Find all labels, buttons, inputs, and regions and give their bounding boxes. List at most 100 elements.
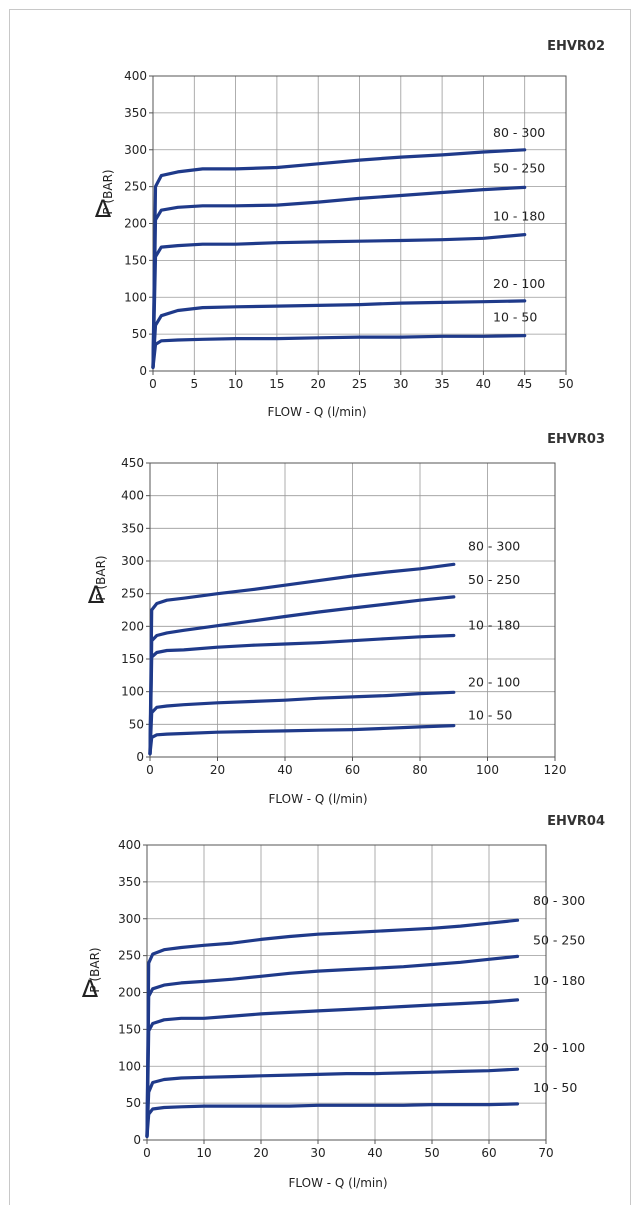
page-frame [9,9,631,1205]
chart-ehvr02: EHVR02 Δ P (BAR) FLOW - Q (l/min) 0 5 10 15… [95,39,605,419]
series-line-20-100 [151,299,527,369]
y-tick-label: 250 [124,180,147,194]
series-line-80-300 [151,148,527,369]
series-label: 80 - 300 [533,893,585,908]
y-tick-label: 300 [118,912,141,926]
y-tick-label: 400 [121,489,144,503]
x-tick-label: 40 [476,377,491,391]
series-line-10-180 [151,233,527,369]
series-label: 10 - 180 [493,209,545,224]
y-tick-label: 100 [121,685,144,699]
series-line-20-100 [148,690,456,756]
chart-code: EHVR02 [547,39,605,54]
x-tick-label: 50 [424,1146,439,1160]
x-tick-label: 10 [228,377,243,391]
x-tick-label: 20 [210,763,225,777]
x-tick-label: 0 [146,763,154,777]
y-axis-label: P (BAR) [101,169,115,214]
y-axis-label: P (BAR) [94,555,108,600]
series-label: 10 - 180 [468,617,520,632]
x-tick-label: 50 [558,377,573,391]
series-label: 20 - 100 [533,1040,585,1055]
series-line-80-300 [145,918,520,1138]
x-tick-label: 20 [253,1146,268,1160]
x-tick-label: 70 [538,1146,553,1160]
x-tick-label: 120 [544,763,567,777]
y-tick-label: 200 [121,619,144,633]
x-tick-label: 20 [311,377,326,391]
y-tick-label: 0 [133,1133,141,1147]
series-label: 80 - 300 [493,125,545,140]
x-tick-label: 40 [367,1146,382,1160]
series-label: 50 - 250 [493,160,545,175]
y-tick-label: 150 [121,652,144,666]
delta-symbol: Δ [95,195,112,223]
x-tick-label: 100 [476,763,499,777]
y-tick-label: 400 [124,69,147,83]
y-tick-label: 350 [124,106,147,120]
series-line-80-300 [148,562,456,756]
grid [143,844,547,1144]
y-tick-label: 100 [124,290,147,304]
series-line-10-50 [145,1102,520,1138]
y-tick-label: 250 [118,949,141,963]
series-line-10-50 [148,723,456,756]
y-tick-label: 400 [118,838,141,852]
series-label: 50 - 250 [533,932,585,947]
x-tick-label: 0 [149,377,157,391]
series-label: 10 - 180 [533,973,585,988]
y-tick-label: 150 [124,253,147,267]
y-tick-label: 200 [118,986,141,1000]
x-axis-label: FLOW - Q (l/min) [267,405,366,419]
x-tick-label: 0 [143,1146,151,1160]
series-line-50-250 [145,954,520,1138]
y-tick-label: 150 [118,1022,141,1036]
x-axis-label: FLOW - Q (l/min) [288,1176,387,1190]
x-tick-label: 80 [412,763,427,777]
y-tick-label: 200 [124,217,147,231]
series-label: 10 - 50 [533,1080,577,1095]
x-tick-label: 45 [517,377,532,391]
x-tick-label: 30 [393,377,408,391]
series-line-10-180 [148,633,456,756]
series-label: 80 - 300 [468,538,520,553]
series-line-10-180 [145,998,520,1138]
chart-ehvr03: EHVR03 Δ P (BAR) FLOW - Q (l/min) 0 20 40 6… [88,432,605,806]
y-tick-label: 50 [126,1096,141,1110]
y-tick-label: 300 [124,143,147,157]
x-tick-label: 60 [345,763,360,777]
y-tick-label: 250 [121,587,144,601]
x-axis-label: FLOW - Q (l/min) [268,792,367,806]
x-tick-label: 40 [277,763,292,777]
y-tick-label: 350 [121,521,144,535]
y-tick-label: 300 [121,554,144,568]
y-tick-label: 50 [129,717,144,731]
x-tick-label: 35 [434,377,449,391]
x-tick-label: 30 [310,1146,325,1160]
x-tick-label: 60 [481,1146,496,1160]
y-tick-label: 100 [118,1059,141,1073]
y-tick-label: 350 [118,875,141,889]
series-line-10-50 [151,334,527,369]
series-label: 10 - 50 [493,310,537,325]
y-axis-label: P (BAR) [88,947,102,992]
chart-code: EHVR03 [547,432,605,447]
y-tick-label: 0 [136,750,144,764]
series-label: 20 - 100 [468,674,520,689]
y-tick-label: 0 [139,364,147,378]
grid [149,75,567,375]
chart-ehvr04: EHVR04 Δ P (BAR) FLOW - Q (l/min) 0 10 20 3… [82,814,605,1190]
x-tick-label: 15 [269,377,284,391]
x-tick-label: 5 [190,377,198,391]
delta-symbol: Δ [82,975,99,1003]
series-label: 20 - 100 [493,276,545,291]
delta-symbol: Δ [88,581,105,609]
x-tick-label: 10 [196,1146,211,1160]
series-label: 50 - 250 [468,572,520,587]
y-tick-label: 450 [121,456,144,470]
series-line-20-100 [145,1067,520,1138]
chart-code: EHVR04 [547,814,605,829]
series-line-50-250 [148,595,456,756]
series-line-50-250 [151,185,527,369]
